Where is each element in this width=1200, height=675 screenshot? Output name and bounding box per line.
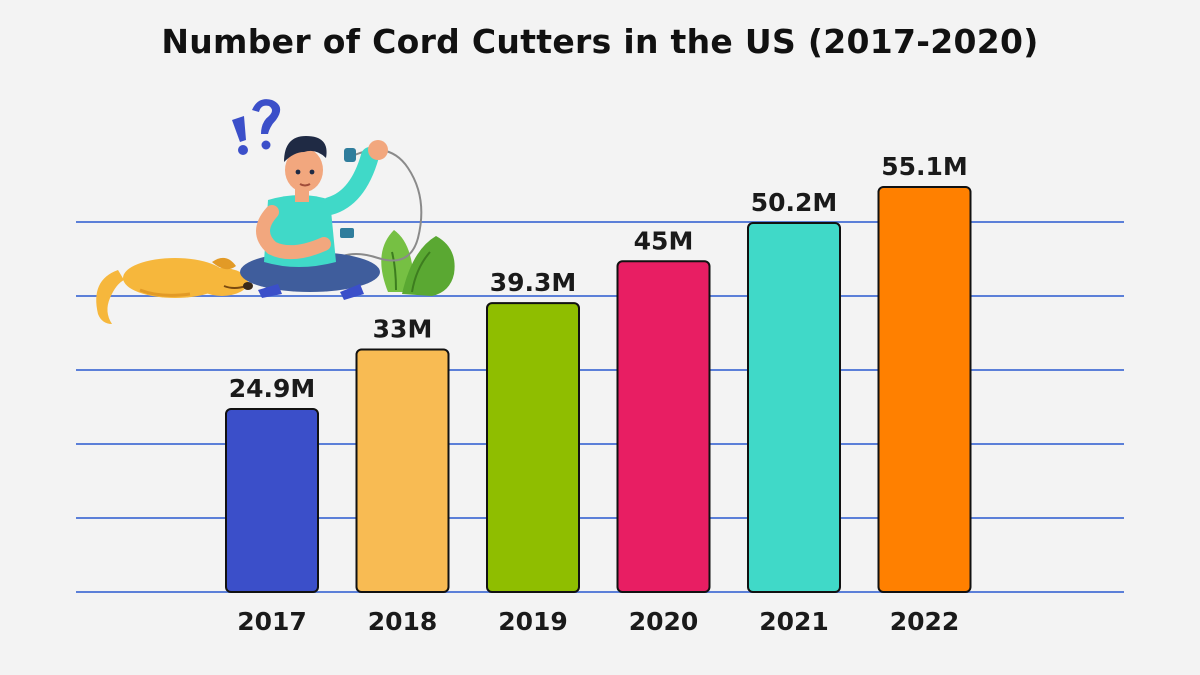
x-tick-2019: 2019 xyxy=(498,607,568,636)
x-axis-ticks: 2017 2018 2019 2020 2021 2022 xyxy=(237,607,959,636)
exclamation-question-icon xyxy=(232,99,281,155)
bars xyxy=(225,186,972,594)
x-tick-2020: 2020 xyxy=(629,607,699,636)
bar-2020 xyxy=(616,260,711,593)
x-tick-2021: 2021 xyxy=(759,607,829,636)
bar-2019 xyxy=(486,302,580,593)
value-label-2017: 24.9M xyxy=(229,374,316,403)
bar-2022 xyxy=(877,186,972,593)
x-tick-2017: 2017 xyxy=(237,607,307,636)
bar-2018 xyxy=(355,348,450,594)
bar-2017 xyxy=(225,407,319,593)
chart-title: Number of Cord Cutters in the US (2017-2… xyxy=(161,22,1039,61)
bar-2021 xyxy=(747,222,841,593)
value-label-2022: 55.1M xyxy=(881,152,968,181)
illustration xyxy=(96,99,455,324)
value-label-2021: 50.2M xyxy=(751,188,838,217)
x-tick-2018: 2018 xyxy=(368,607,438,636)
sleeping-dog-icon xyxy=(96,257,253,324)
x-tick-2022: 2022 xyxy=(890,607,960,636)
value-labels: 24.9M 33M 39.3M 45M 50.2M 55.1M xyxy=(229,152,968,403)
person-cutting-cord-icon xyxy=(240,136,423,300)
value-label-2018: 33M xyxy=(373,314,433,343)
value-label-2019: 39.3M xyxy=(490,268,577,297)
value-label-2020: 45M xyxy=(634,226,694,255)
